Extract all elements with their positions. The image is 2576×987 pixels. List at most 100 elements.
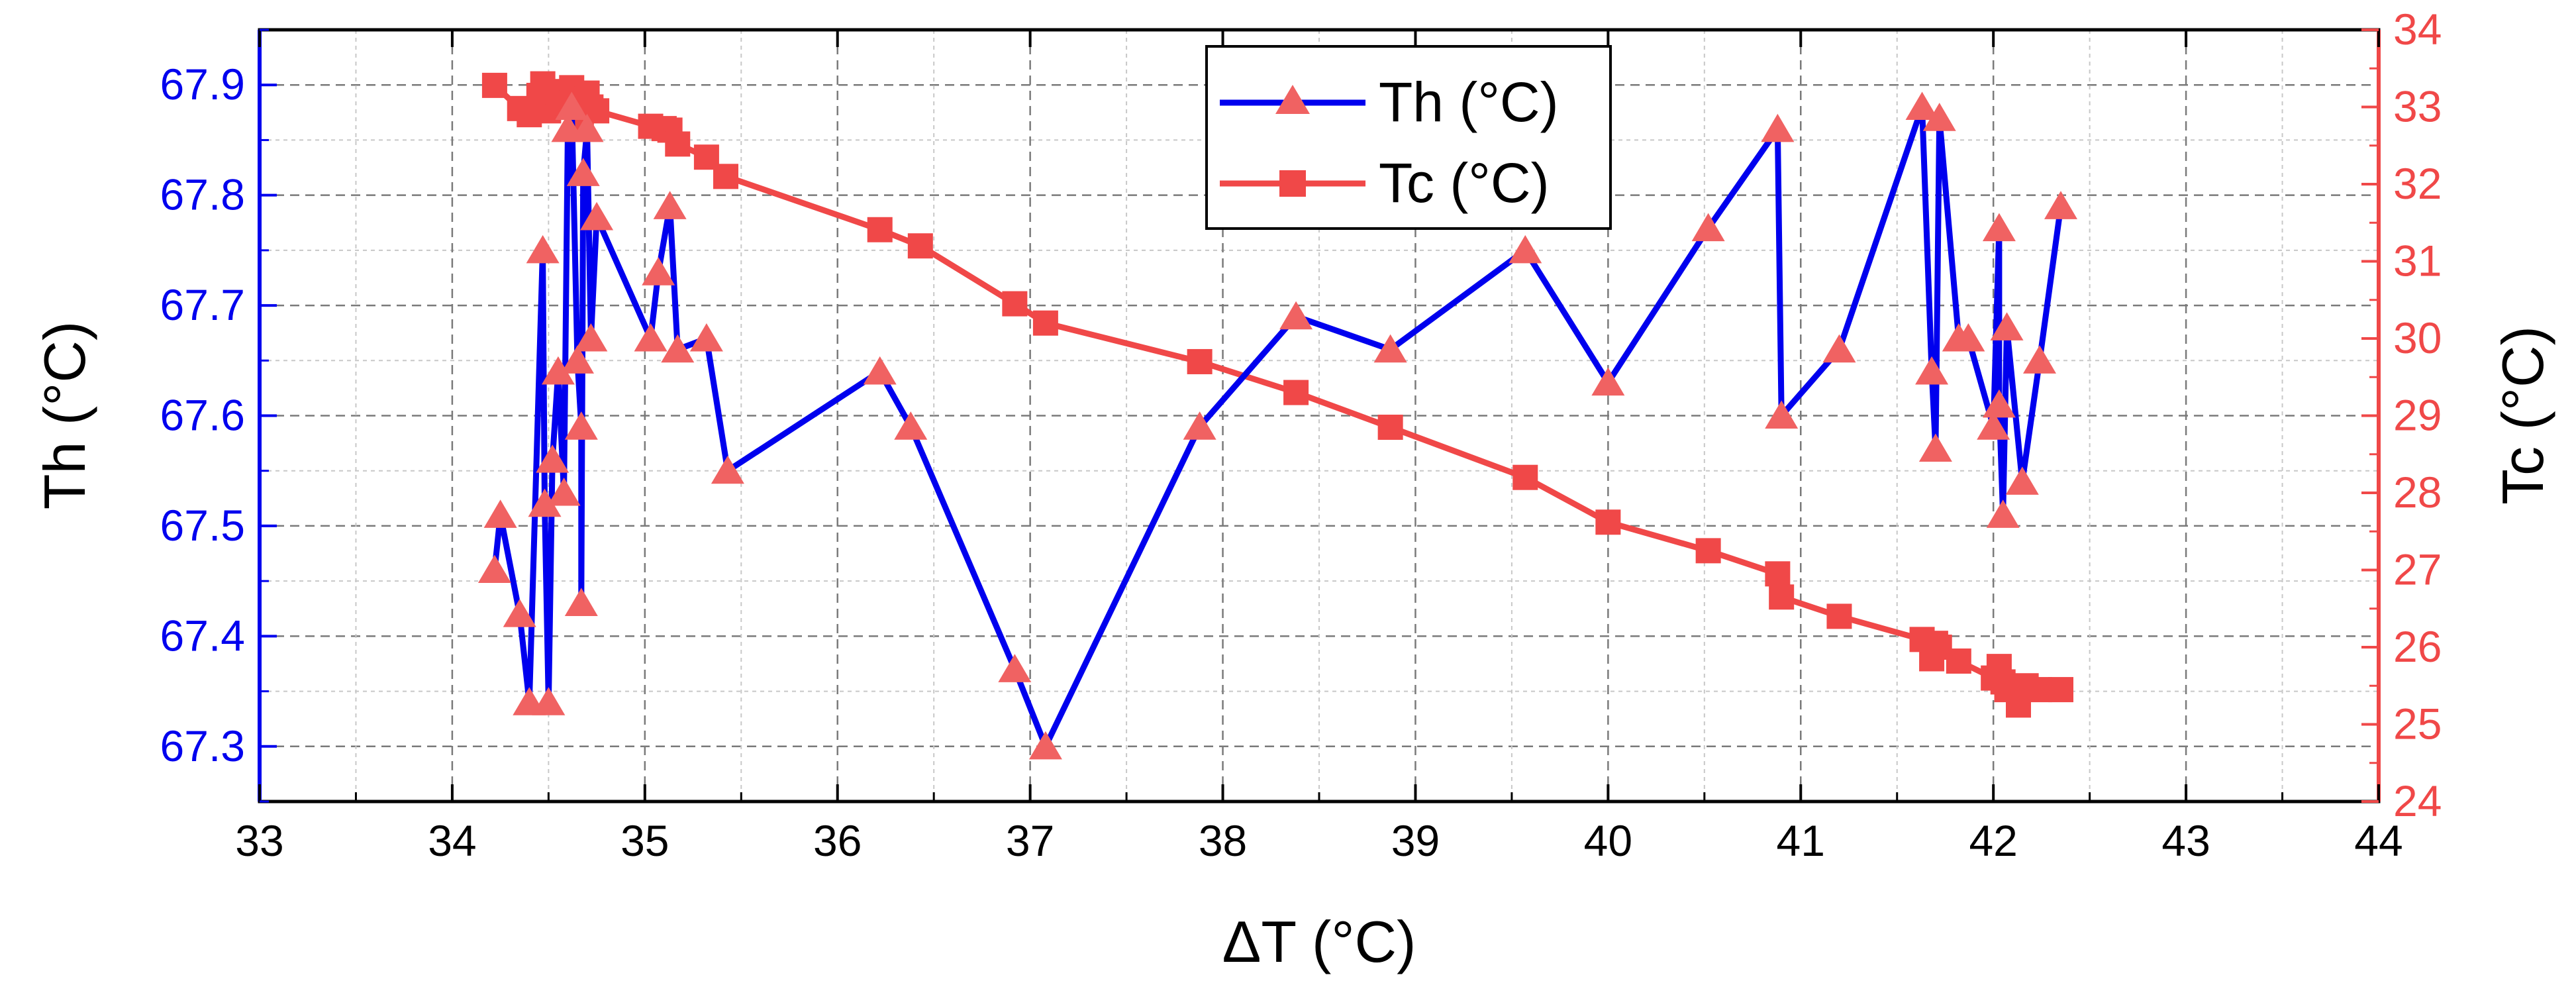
tc-data-point bbox=[1187, 348, 1213, 374]
tc-data-point bbox=[2048, 677, 2073, 703]
legend-tc-label: Tc (°C) bbox=[1379, 152, 1550, 214]
th-data-point bbox=[477, 554, 511, 584]
th-data-point bbox=[661, 334, 695, 363]
y-right-tick-label: 28 bbox=[2393, 468, 2442, 517]
tc-data-point bbox=[1512, 464, 1538, 490]
th-data-point bbox=[528, 488, 562, 517]
th-data-point bbox=[536, 444, 570, 473]
y-left-tick-label: 67.5 bbox=[160, 501, 245, 550]
th-data-point bbox=[1986, 499, 2020, 528]
x-tick-label: 43 bbox=[2161, 816, 2210, 865]
th-data-point bbox=[2023, 345, 2056, 374]
tc-data-point bbox=[1769, 584, 1795, 610]
x-tick-label: 41 bbox=[1777, 816, 1825, 865]
y-right-tick-label: 34 bbox=[2393, 5, 2442, 54]
th-data-point bbox=[863, 356, 897, 385]
th-data-point bbox=[570, 113, 604, 142]
axes-layer: 33 34 35 36 37 38 39 40 41 42 43 44 67.3 67.4 67.5 67.6… bbox=[160, 5, 2442, 865]
th-data-point bbox=[1691, 213, 1725, 242]
y-right-tick-label: 24 bbox=[2393, 776, 2442, 825]
x-tick-label: 35 bbox=[620, 816, 669, 865]
tc-data-point bbox=[1283, 380, 1309, 405]
th-data-point bbox=[1028, 731, 1062, 760]
y-right-tick-label: 32 bbox=[2393, 159, 2442, 208]
th-data-point bbox=[483, 499, 517, 528]
x-tick-label: 39 bbox=[1391, 816, 1440, 865]
th-data-point bbox=[1918, 433, 1952, 462]
x-tick-label: 38 bbox=[1199, 816, 1247, 865]
th-data-point bbox=[1279, 301, 1313, 330]
th-data-point bbox=[1591, 367, 1625, 396]
th-data-point bbox=[1822, 334, 1856, 363]
th-data-point bbox=[564, 411, 598, 440]
th-data-point bbox=[894, 411, 928, 440]
y-left-tick-label: 67.8 bbox=[160, 170, 245, 219]
x-tick-label: 33 bbox=[235, 816, 283, 865]
tc-data-point bbox=[665, 131, 691, 157]
y-left-tick-label: 67.4 bbox=[160, 611, 245, 660]
th-data-point bbox=[1509, 234, 1542, 264]
y-right-tick-label: 33 bbox=[2393, 82, 2442, 131]
th-data-point bbox=[547, 478, 581, 506]
y-left-tick-label: 67.6 bbox=[160, 391, 245, 440]
y-right-tick-label: 29 bbox=[2393, 391, 2442, 440]
th-data-point bbox=[503, 599, 536, 627]
th-data-point bbox=[2044, 191, 2077, 219]
th-data-point bbox=[580, 201, 614, 231]
th-data-point bbox=[526, 234, 560, 264]
th-data-point bbox=[642, 257, 675, 286]
tc-data-point bbox=[1377, 414, 1403, 440]
legend-tc-marker bbox=[1279, 170, 1306, 197]
x-tick-label: 42 bbox=[1969, 816, 2017, 865]
th-data-point bbox=[1982, 389, 2016, 418]
th-data-point bbox=[1952, 323, 1985, 352]
tc-data-point bbox=[1032, 310, 1058, 336]
tc-data-point bbox=[1826, 603, 1852, 629]
tc-data-point bbox=[1695, 538, 1721, 564]
x-tick-label: 34 bbox=[428, 816, 476, 865]
x-tick-label: 40 bbox=[1584, 816, 1632, 865]
legend-th-marker bbox=[1275, 85, 1310, 114]
x-tick-label: 44 bbox=[2354, 816, 2403, 865]
th-data-point bbox=[689, 323, 723, 352]
th-data-point bbox=[1373, 334, 1407, 363]
x-tick-label: 36 bbox=[813, 816, 862, 865]
th-data-point bbox=[564, 588, 598, 616]
tc-data-point bbox=[481, 72, 507, 98]
y-right-tick-label: 25 bbox=[2393, 700, 2442, 749]
y-left-tick-label: 67.7 bbox=[160, 280, 245, 329]
th-data-point bbox=[1905, 91, 1939, 121]
y-right-axis-label: Tc (°C) bbox=[2490, 326, 2555, 505]
y-left-tick-label: 67.3 bbox=[160, 721, 245, 770]
th-data-point bbox=[561, 345, 594, 374]
tc-data-point bbox=[713, 164, 738, 189]
tc-data-point bbox=[1765, 561, 1791, 587]
x-tick-label: 37 bbox=[1006, 816, 1054, 865]
th-data-point bbox=[1922, 103, 1956, 131]
y-right-tick-label: 27 bbox=[2393, 545, 2442, 594]
tc-data-point bbox=[907, 233, 933, 259]
x-axis-label: ΔT (°C) bbox=[1222, 909, 1416, 974]
th-data-point bbox=[711, 455, 744, 484]
th-data-point bbox=[2005, 466, 2039, 495]
th-data-point bbox=[566, 158, 600, 186]
grid-layer bbox=[260, 30, 2379, 802]
th-data-point bbox=[1977, 411, 2010, 440]
legend: Th (°C) Tc (°C) bbox=[1205, 45, 1612, 230]
y-right-tick-label: 31 bbox=[2393, 236, 2442, 286]
th-data-point bbox=[532, 687, 566, 715]
y-right-tick-label: 26 bbox=[2393, 622, 2442, 671]
th-data-point bbox=[574, 323, 608, 352]
y-left-axis-label: Th (°C) bbox=[32, 321, 97, 510]
th-data-point bbox=[1765, 400, 1799, 429]
th-data-point bbox=[998, 654, 1032, 682]
legend-box bbox=[1205, 45, 1612, 230]
th-data-point bbox=[653, 191, 687, 219]
y-right-tick-label: 30 bbox=[2393, 313, 2442, 362]
th-data-point bbox=[541, 356, 575, 385]
th-data-point bbox=[1183, 411, 1216, 440]
tc-data-point bbox=[2027, 677, 2052, 703]
th-data-point bbox=[1982, 213, 2016, 242]
series-layer bbox=[477, 71, 2077, 760]
